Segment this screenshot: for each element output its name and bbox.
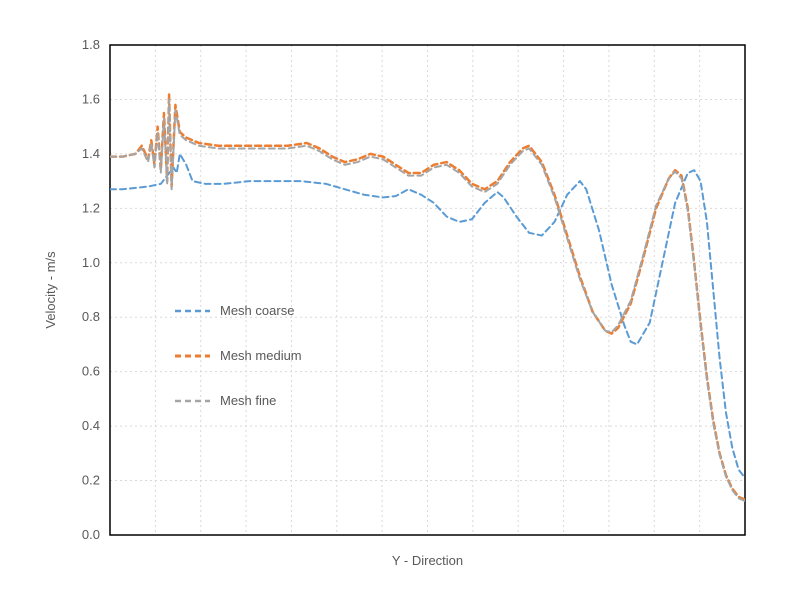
- legend-label: Mesh coarse: [220, 303, 294, 318]
- ytick-label: 0.8: [82, 309, 100, 324]
- ytick-label: 1.0: [82, 255, 100, 270]
- chart-svg: 0.0 0.2 0.4 0.6 0.8 1.0 1.2 1.4 1.6 1.8 Velocity -…: [0, 0, 800, 600]
- velocity-chart: 0.0 0.2 0.4 0.6 0.8 1.0 1.2 1.4 1.6 1.8 Velocity -…: [0, 0, 800, 600]
- ytick-label: 1.8: [82, 37, 100, 52]
- y-axis-label: Velocity - m/s: [43, 251, 58, 329]
- legend-label: Mesh fine: [220, 393, 276, 408]
- ytick-label: 0.6: [82, 364, 100, 379]
- ytick-label: 0.2: [82, 473, 100, 488]
- ytick-label: 0.4: [82, 418, 100, 433]
- ytick-label: 0.0: [82, 527, 100, 542]
- legend-label: Mesh medium: [220, 348, 302, 363]
- ytick-label: 1.4: [82, 146, 100, 161]
- ytick-label: 1.2: [82, 200, 100, 215]
- x-axis-label: Y - Direction: [392, 553, 463, 568]
- ytick-label: 1.6: [82, 91, 100, 106]
